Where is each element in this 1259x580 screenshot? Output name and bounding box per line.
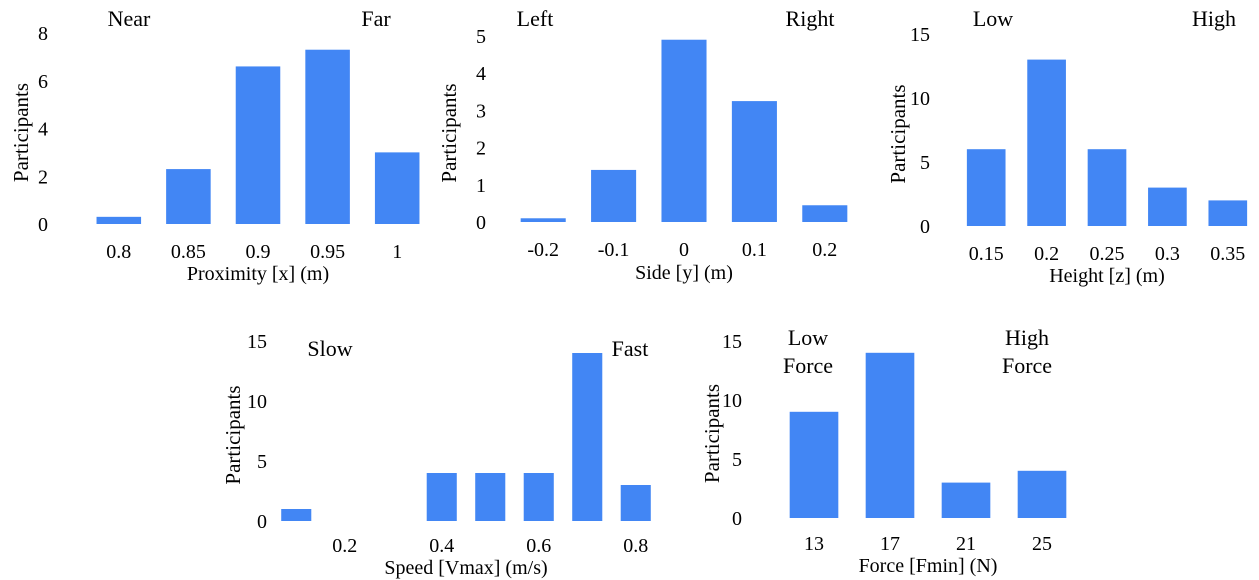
proximity-bar (374, 152, 420, 224)
force-annotation: Force (783, 353, 833, 378)
force-xtick-label: 25 (1032, 533, 1052, 555)
speed-bar (281, 509, 312, 521)
height-bar (1087, 149, 1127, 226)
speed-bar (523, 473, 554, 521)
proximity-ytick-label: 0 (38, 214, 48, 236)
speed-xtick-label: 0.4 (429, 535, 454, 557)
proximity-bar (235, 66, 281, 224)
height-ytick-label: 0 (920, 216, 930, 238)
proximity-xlabel: Proximity [x] (m) (187, 263, 329, 285)
proximity-chart: 0 2 4 6 8 Participants 0.8 0.85 0.9 0.95 1 Proximit… (9, 6, 420, 285)
force-annotation: High (1005, 325, 1049, 350)
proximity-ytick-label: 2 (38, 166, 48, 188)
height-ylabel: Participants (886, 84, 910, 183)
force-ylabel: Participants (700, 384, 724, 483)
height-xtick-label: 0.15 (969, 243, 1004, 265)
side-ytick-label: 5 (476, 26, 486, 48)
speed-xtick-label: 0.2 (332, 535, 357, 557)
force-bar (789, 411, 839, 518)
height-xtick-label: 0.25 (1090, 243, 1125, 265)
speed-ytick-label: 5 (257, 451, 267, 473)
height-annotation: Low (973, 6, 1013, 31)
proximity-ylabel: Participants (9, 83, 33, 182)
force-xtick-label: 13 (804, 533, 824, 555)
side-ytick-label: 1 (476, 175, 486, 197)
height-bar (1208, 200, 1248, 226)
side-annotation: Left (517, 6, 554, 31)
side-xtick-label: 0 (679, 239, 689, 261)
side-bar (591, 169, 637, 222)
height-bar (1027, 59, 1066, 226)
height-xtick-label: 0.3 (1155, 243, 1180, 265)
force-bar (1017, 470, 1067, 518)
side-ytick-label: 4 (476, 63, 486, 85)
side-xtick-label: 0.1 (742, 239, 767, 261)
proximity-annotation: Far (361, 6, 391, 31)
speed-annotation: Slow (307, 336, 352, 361)
height-chart: 0 5 10 15 Participants 0.15 0.2 0.25 0.3 0.35 Heig… (886, 6, 1248, 287)
force-bar (941, 482, 991, 518)
speed-bar (620, 485, 651, 521)
speed-xtick-label: 0.8 (623, 535, 648, 557)
speed-bar (426, 473, 457, 521)
speed-annotation: Fast (612, 336, 649, 361)
force-xlabel: Force [Fmin] (N) (859, 555, 998, 577)
proximity-ytick-label: 8 (38, 23, 48, 45)
side-ytick-label: 0 (476, 212, 486, 234)
height-xtick-label: 0.2 (1034, 243, 1059, 265)
side-xlabel: Side [y] (m) (635, 262, 733, 284)
force-ytick-label: 15 (722, 331, 742, 353)
proximity-xtick-label: 0.8 (106, 241, 131, 263)
force-chart: 0 5 10 15 Participants 13 17 21 25 Force [Fmin] (… (700, 325, 1067, 577)
side-bar (661, 39, 707, 222)
proximity-bar (305, 49, 350, 225)
speed-ytick-label: 15 (247, 331, 267, 353)
side-annotation: Right (786, 6, 835, 31)
proximity-bar (166, 169, 211, 224)
height-bar (966, 149, 1006, 226)
force-bar (865, 352, 915, 518)
force-ytick-label: 0 (732, 508, 742, 530)
proximity-bar (96, 216, 142, 224)
height-annotation: High (1192, 6, 1236, 31)
height-bar (1148, 187, 1187, 226)
side-xtick-label: -0.2 (527, 239, 559, 261)
proximity-xtick-label: 0.95 (310, 241, 345, 263)
proximity-annotation: Near (108, 6, 151, 31)
speed-xlabel: Speed [Vmax] (m/s) (384, 557, 547, 579)
proximity-xtick-label: 0.9 (246, 241, 271, 263)
side-xtick-label: -0.1 (598, 239, 630, 261)
speed-ylabel: Participants (221, 385, 245, 484)
side-bar (802, 205, 848, 222)
proximity-ytick-label: 4 (38, 119, 48, 141)
side-xtick-label: 0.2 (812, 239, 837, 261)
height-ytick-label: 10 (910, 88, 930, 110)
force-annotation: Low (788, 325, 828, 350)
proximity-ytick-label: 6 (38, 71, 48, 93)
height-xlabel: Height [z] (m) (1049, 265, 1165, 287)
side-ytick-label: 2 (476, 138, 486, 160)
side-bar (520, 218, 566, 222)
speed-bar (475, 473, 506, 521)
height-xtick-label: 0.35 (1210, 243, 1245, 265)
speed-bar (572, 353, 603, 521)
speed-ytick-label: 10 (247, 391, 267, 413)
force-ytick-label: 5 (732, 449, 742, 471)
proximity-xtick-label: 1 (392, 241, 402, 263)
side-bar (731, 101, 777, 222)
side-ytick-label: 3 (476, 100, 486, 122)
height-ytick-label: 15 (910, 24, 930, 46)
force-annotation: Force (1002, 353, 1052, 378)
proximity-xtick-label: 0.85 (171, 241, 206, 263)
height-ytick-label: 5 (920, 152, 930, 174)
side-chart: 0 1 2 3 4 5 Participants -0.2 -0.1 0 0.1 0.2 Side [y… (437, 6, 848, 284)
speed-ytick-label: 0 (257, 511, 267, 533)
side-ylabel: Participants (437, 83, 461, 182)
force-ytick-label: 10 (722, 390, 742, 412)
force-xtick-label: 17 (880, 533, 900, 555)
speed-chart: 0 5 10 15 Participants 0.2 0.4 0.6 0.8 Speed [Vma… (221, 331, 651, 579)
force-xtick-label: 21 (956, 533, 976, 555)
speed-xtick-label: 0.6 (526, 535, 551, 557)
